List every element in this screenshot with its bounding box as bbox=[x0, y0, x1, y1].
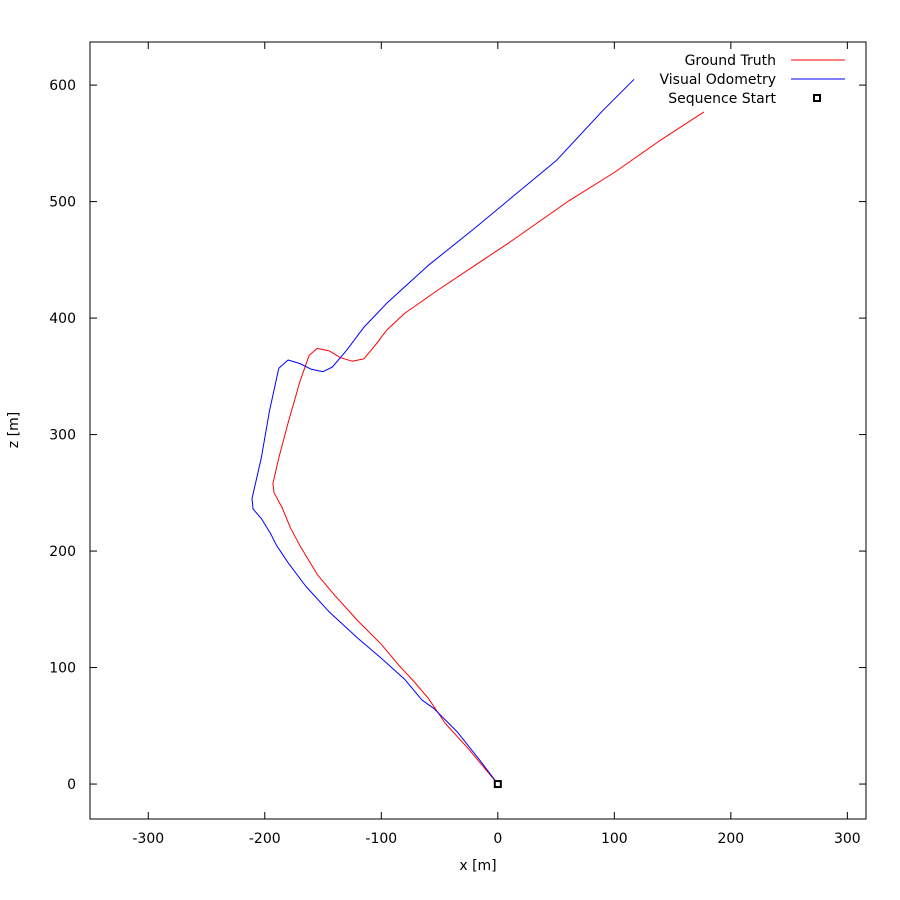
x-tick-label: -300 bbox=[132, 831, 164, 847]
sequence-start-marker bbox=[493, 780, 502, 789]
x-axis-label: x [m] bbox=[459, 858, 496, 874]
x-tick-label: -200 bbox=[249, 831, 281, 847]
y-axis-label: z [m] bbox=[6, 412, 22, 448]
plot-frame bbox=[89, 41, 867, 820]
y-tick-label: 100 bbox=[49, 661, 76, 677]
x-tick-label: 300 bbox=[834, 831, 861, 847]
legend-label: Visual Odometry bbox=[660, 72, 777, 88]
legend-label: Sequence Start bbox=[668, 91, 776, 107]
y-tick-label: 500 bbox=[49, 195, 76, 211]
ticks-layer: -300 -200 -100 0 100 200 300 0 100 200 300 400 500 60… bbox=[49, 42, 866, 847]
legend-label: Ground Truth bbox=[685, 53, 776, 69]
legend-marker bbox=[813, 94, 821, 102]
legend: Ground Truth Visual Odometry Sequence Star… bbox=[660, 53, 845, 107]
x-tick-label: 0 bbox=[493, 831, 502, 847]
y-tick-label: 400 bbox=[49, 311, 76, 327]
series-layer bbox=[251, 78, 705, 789]
y-tick-label: 200 bbox=[49, 544, 76, 560]
series-line-visual-odometry bbox=[251, 78, 635, 785]
series-line-ground-truth bbox=[272, 111, 705, 785]
x-tick-label: 100 bbox=[601, 831, 628, 847]
x-tick-label: 200 bbox=[717, 831, 744, 847]
y-tick-label: 0 bbox=[67, 777, 76, 793]
y-tick-label: 300 bbox=[49, 428, 76, 444]
x-tick-label: -100 bbox=[365, 831, 397, 847]
y-tick-label: 600 bbox=[49, 78, 76, 94]
